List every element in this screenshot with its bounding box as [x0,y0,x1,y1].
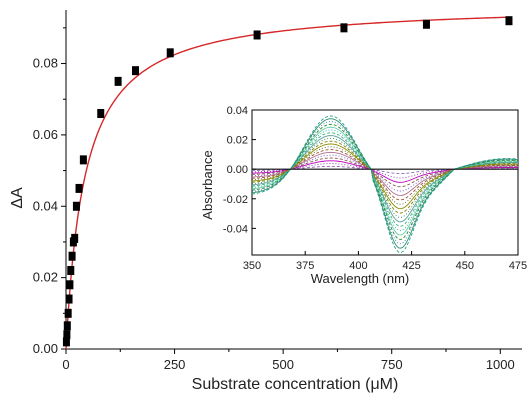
inset-x-tick-label: 375 [296,260,314,272]
inset-y-axis-label: Absorbance [200,150,215,219]
data-point [68,251,76,261]
data-point [97,108,105,118]
data-point [65,294,73,304]
inset-x-axis-label: Wavelength (nm) [311,271,410,286]
spectrum-line [251,115,519,254]
data-point [62,337,70,347]
spectrum-line [251,157,519,188]
main-y-tick-label: 0.06 [33,127,58,142]
inset-y-tick-label: -0.04 [223,223,248,235]
data-point [422,19,430,29]
data-point [131,66,139,76]
main-x-tick-label: 750 [381,357,403,372]
inset-y-tick-label: 0.02 [227,135,248,147]
data-point [63,330,71,340]
data-point [79,155,87,165]
data-point [63,321,71,331]
data-point [67,265,75,275]
main-x-tick-label: 500 [272,357,294,372]
main-y-tick-label: 0.02 [33,270,58,285]
data-point [71,233,79,243]
spectrum-line [251,160,519,183]
main-x-axis-label: Substrate concentration (μM) [192,376,399,393]
spectrum-line [251,137,519,218]
data-point [253,30,261,40]
data-point [340,23,348,33]
data-point [505,16,513,26]
main-x-tick-label: 250 [164,357,186,372]
inset-x-tick-label: 475 [509,260,527,272]
main-y-axis-label: ΔA [9,187,26,209]
main-x-tick-label: 0 [62,357,69,372]
inset-x-tick-label: 425 [402,260,420,272]
data-point [66,280,74,290]
inset-x-tick-label: 350 [243,260,261,272]
fit-curve [65,16,512,350]
data-point [72,201,80,211]
spectrum-line [251,140,519,214]
main-y-tick-label: 0.08 [33,56,58,71]
inset-x-tick-label: 450 [456,260,474,272]
inset-y-tick-label: 0.04 [227,105,248,117]
inset-y-tick-label: 0.00 [227,164,248,176]
main-y-tick-label: 0.00 [33,341,58,356]
data-point [64,308,72,318]
data-point [114,76,122,86]
main-x-tick-label: 1000 [486,357,515,372]
data-point [166,48,174,58]
inset-y-tick-label: -0.02 [223,194,248,206]
spectrum-line [251,149,519,201]
main-y-tick-label: 0.04 [33,198,58,213]
inset-x-tick-label: 400 [349,260,367,272]
data-point [75,183,83,193]
spectrum-line [251,132,519,227]
